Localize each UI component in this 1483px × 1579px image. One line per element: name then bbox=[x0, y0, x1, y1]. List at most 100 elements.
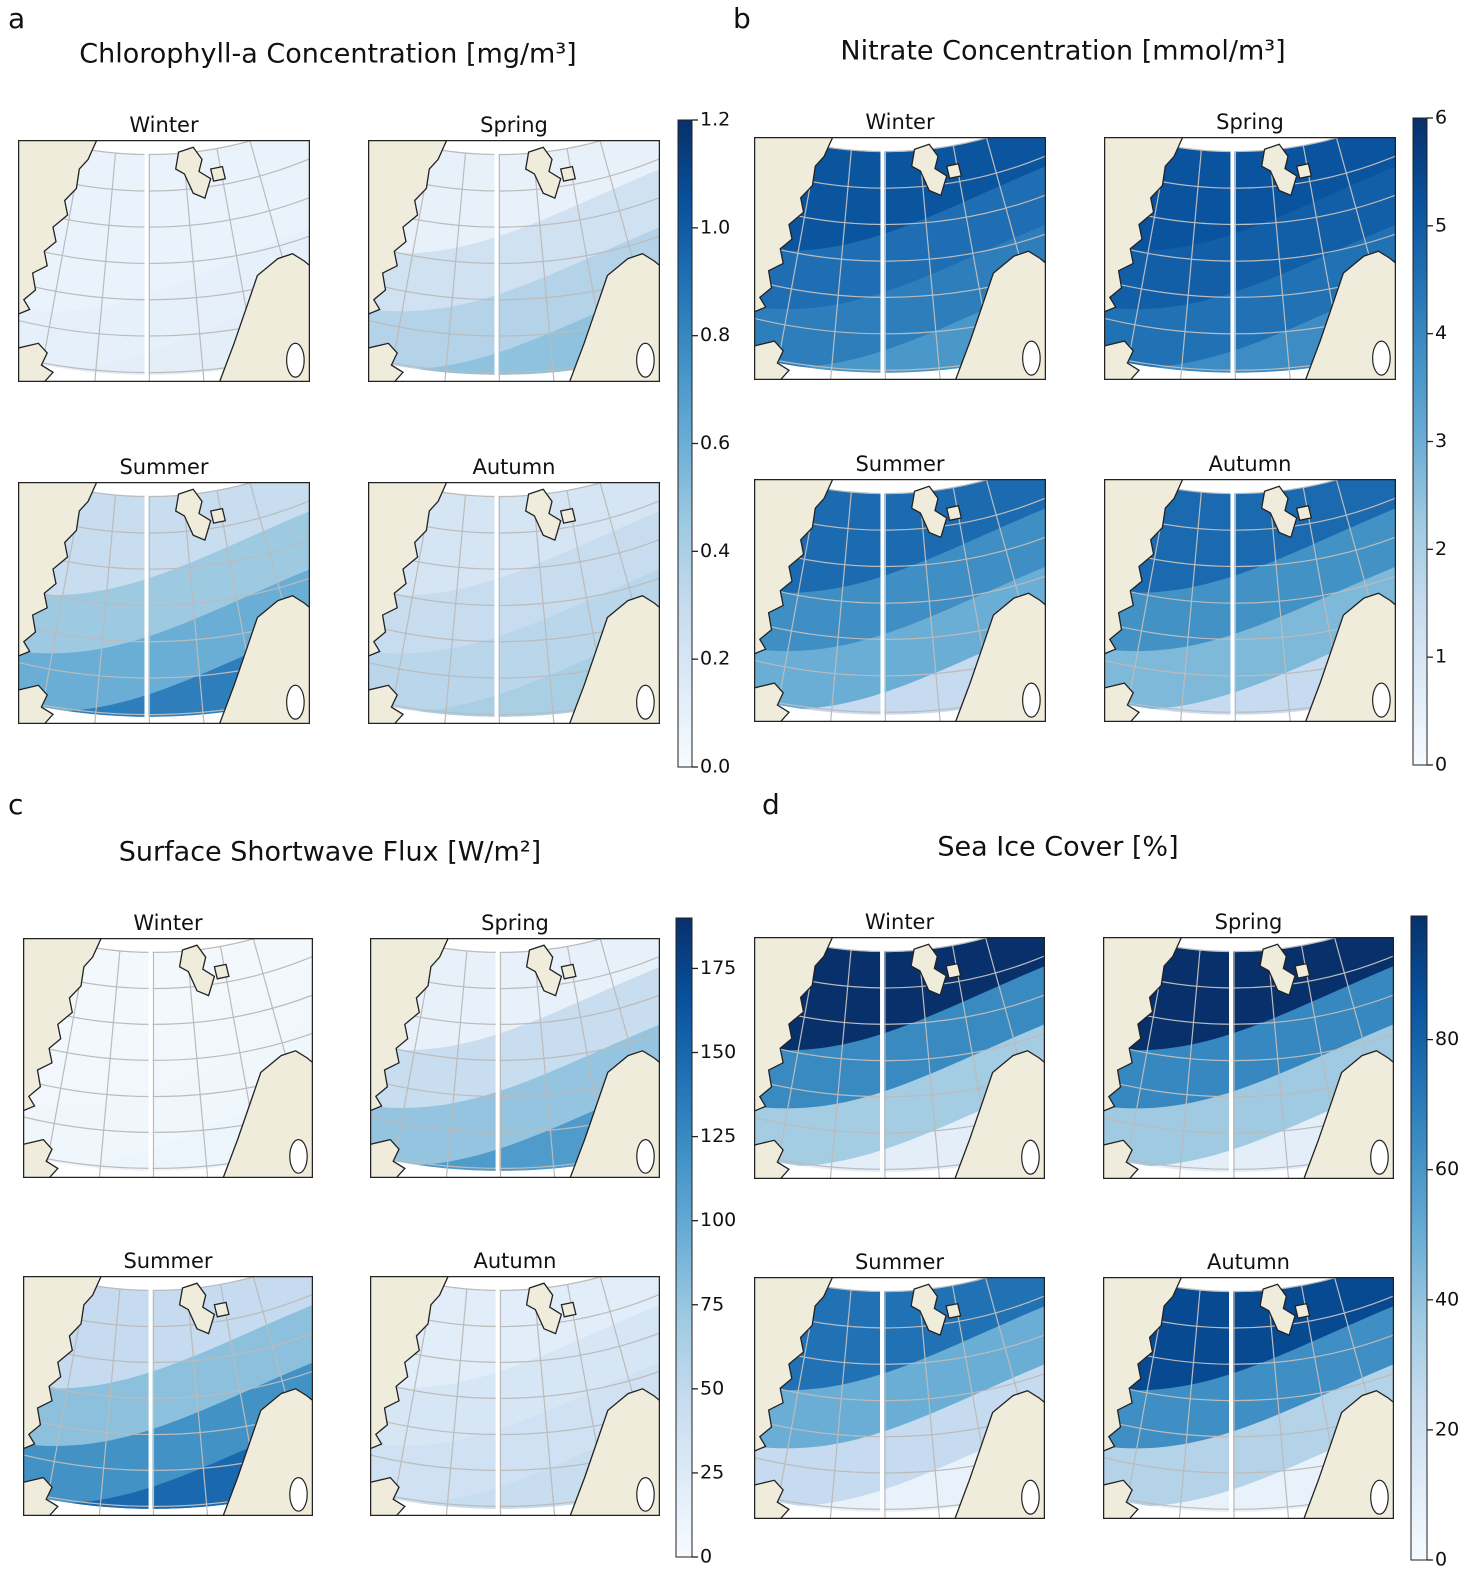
seam bbox=[1230, 137, 1235, 380]
colorbar-tick-label: 1.0 bbox=[700, 216, 730, 238]
seam bbox=[494, 140, 499, 382]
land-island bbox=[559, 507, 577, 524]
map-band bbox=[1103, 1277, 1394, 1391]
colorbar-tick-label: 0.4 bbox=[700, 540, 730, 562]
colorbar-tick-label: 60 bbox=[1435, 1158, 1459, 1180]
land-iceland bbox=[23, 1138, 59, 1178]
land-svalbard bbox=[524, 146, 562, 199]
land-svalbard bbox=[1259, 943, 1296, 996]
colorbar-tick-label: 0 bbox=[1435, 754, 1447, 776]
panel-letter: a bbox=[8, 2, 25, 35]
graticule bbox=[918, 149, 941, 380]
land-greenland bbox=[368, 482, 448, 657]
graticule bbox=[1178, 949, 1201, 1179]
colorbar-tick-label: 4 bbox=[1435, 322, 1447, 344]
land-iceland bbox=[18, 684, 55, 724]
colorbar-tick-label: 125 bbox=[700, 1125, 736, 1147]
land-norway bbox=[218, 252, 310, 382]
land-iceland bbox=[368, 342, 405, 382]
seam bbox=[148, 1276, 153, 1516]
land-svalbard bbox=[1260, 143, 1298, 197]
graticule bbox=[1268, 491, 1291, 722]
graticule bbox=[388, 490, 433, 724]
map-band bbox=[754, 137, 1046, 251]
map-frame bbox=[23, 938, 313, 1178]
land-norway bbox=[1304, 592, 1396, 722]
map-frame bbox=[1103, 1277, 1394, 1519]
colorbar-tick-label: 2 bbox=[1435, 538, 1447, 560]
colorbar-tick-label: 0.8 bbox=[700, 324, 730, 346]
graticule bbox=[43, 140, 255, 156]
map bbox=[23, 1276, 313, 1516]
graticule bbox=[390, 946, 435, 1178]
lake bbox=[289, 1476, 308, 1512]
lake bbox=[1372, 340, 1391, 376]
land-greenland bbox=[370, 1276, 450, 1450]
seam bbox=[880, 479, 885, 722]
seam bbox=[144, 140, 149, 382]
land-island bbox=[209, 165, 227, 182]
map-frame bbox=[754, 137, 1046, 380]
season-label: Winter bbox=[865, 910, 935, 934]
colorbar-tick-label: 150 bbox=[700, 1041, 736, 1063]
graticule bbox=[18, 140, 310, 156]
season-label: Summer bbox=[119, 455, 208, 479]
graticule bbox=[445, 950, 468, 1178]
map-band bbox=[754, 479, 1046, 593]
colorbar-tick-label: 5 bbox=[1435, 214, 1447, 236]
graticule bbox=[774, 487, 819, 722]
map bbox=[1103, 937, 1394, 1179]
graticule bbox=[918, 1289, 941, 1519]
seam bbox=[495, 1276, 500, 1516]
land-iceland bbox=[18, 342, 55, 382]
colorbar bbox=[1410, 915, 1428, 1561]
lake bbox=[1372, 682, 1391, 718]
land-island bbox=[560, 1301, 577, 1318]
land-iceland bbox=[370, 1476, 406, 1516]
land-norway bbox=[954, 1389, 1045, 1519]
land-iceland bbox=[1104, 682, 1140, 722]
land-island bbox=[559, 165, 577, 182]
graticule bbox=[1123, 945, 1167, 1179]
land-svalbard bbox=[525, 1282, 563, 1335]
seam bbox=[495, 938, 500, 1178]
map bbox=[368, 482, 660, 724]
map bbox=[754, 479, 1046, 722]
season-label: Spring bbox=[480, 113, 548, 137]
graticule bbox=[829, 1289, 852, 1519]
land-greenland bbox=[754, 937, 834, 1112]
graticule bbox=[98, 1288, 121, 1516]
graticule bbox=[1178, 1289, 1201, 1519]
seam bbox=[1229, 937, 1234, 1179]
map-band bbox=[754, 1277, 1045, 1391]
season-label: Autumn bbox=[474, 1249, 557, 1273]
land-norway bbox=[569, 1050, 660, 1178]
land-svalbard bbox=[178, 944, 216, 997]
map-frame bbox=[1103, 937, 1394, 1179]
graticule bbox=[774, 945, 818, 1179]
graticule bbox=[532, 494, 555, 724]
map bbox=[23, 938, 313, 1178]
graticule bbox=[388, 148, 433, 382]
map-band bbox=[1104, 137, 1396, 251]
map bbox=[18, 140, 310, 382]
colorbar-tick-label: 0 bbox=[1435, 1549, 1447, 1571]
graticule bbox=[533, 950, 556, 1178]
land-greenland bbox=[18, 140, 98, 315]
land-svalbard bbox=[174, 146, 212, 199]
colorbar-tick-label: 6 bbox=[1435, 107, 1447, 129]
land-greenland bbox=[754, 1277, 834, 1452]
land-greenland bbox=[1103, 937, 1183, 1112]
graticule bbox=[186, 1288, 209, 1516]
season-label: Autumn bbox=[1209, 452, 1292, 476]
lake bbox=[1021, 1479, 1040, 1515]
graticule bbox=[1104, 137, 1396, 153]
seam bbox=[880, 137, 885, 380]
graticule bbox=[1268, 149, 1291, 380]
map-band bbox=[1103, 937, 1394, 1051]
land-greenland bbox=[370, 938, 450, 1112]
graticule bbox=[98, 950, 121, 1178]
panel-letter: c bbox=[8, 788, 23, 821]
map-frame bbox=[18, 482, 310, 724]
land-norway bbox=[1303, 1389, 1394, 1519]
